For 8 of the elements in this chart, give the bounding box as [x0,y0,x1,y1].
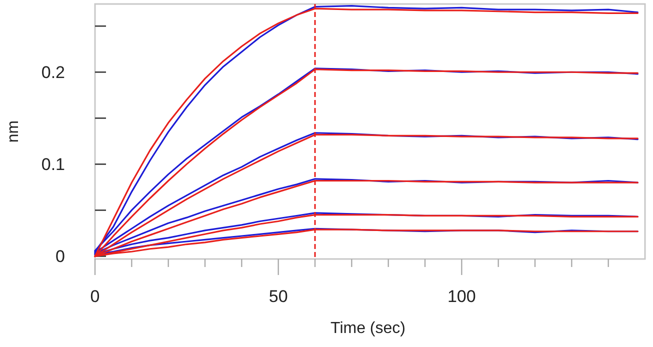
y-axis-title: nm [5,120,22,143]
y-tick-label: 0.1 [41,155,65,174]
x-tick-label: 100 [447,287,476,306]
y-tick-label: 0 [56,247,65,266]
x-axis-title: Time (sec) [330,320,406,337]
y-tick-label: 0.2 [41,63,65,82]
x-tick-label: 50 [268,287,288,306]
x-tick-label: 0 [90,287,100,306]
